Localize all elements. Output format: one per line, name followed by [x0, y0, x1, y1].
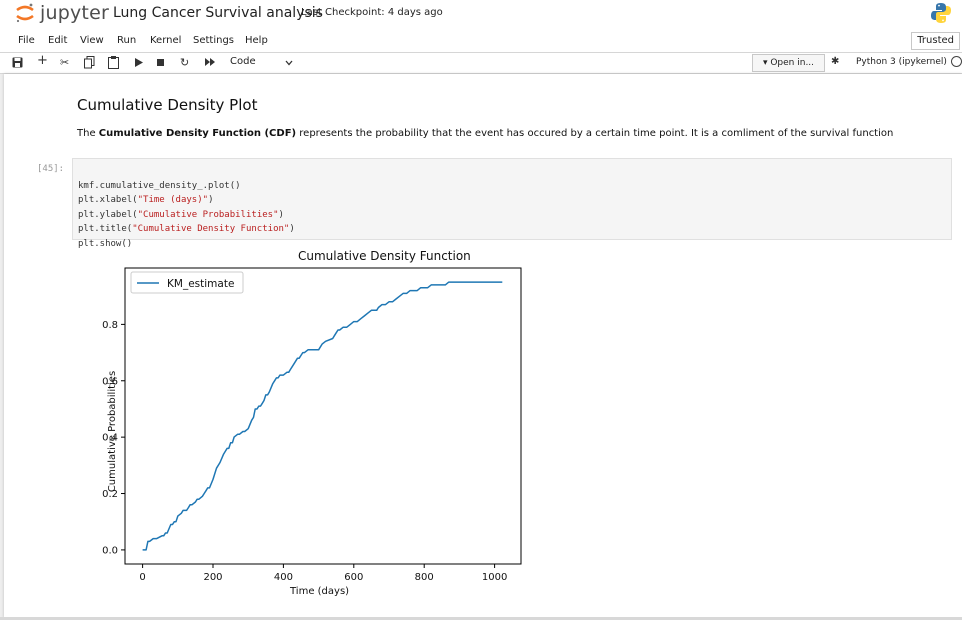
jupyter-logo-icon [16, 3, 34, 23]
debugger-bug-icon[interactable]: ✱ [831, 56, 840, 67]
top-bar: jupyter Lung Cancer Survival analysis La… [0, 0, 962, 30]
x-tick-label: 0 [139, 572, 145, 583]
cut-icon[interactable]: ✂ [60, 56, 70, 69]
menu-kernel[interactable]: Kernel [150, 35, 182, 46]
x-tick-label: 800 [415, 572, 434, 583]
notebook-panel: Cumulative Density Plot The Cumulative D… [4, 74, 962, 618]
code-line: plt.title("Cumulative Density Function") [78, 224, 295, 235]
para-prefix: The [77, 128, 99, 139]
cell-type-select[interactable]: Code [230, 56, 256, 67]
x-tick-label: 400 [274, 572, 293, 583]
notebook-toolbar: + ✂ ↻ Code ▾ Open in... ✱ Python 3 (ipyk… [0, 53, 962, 74]
run-icon[interactable] [135, 58, 143, 67]
markdown-heading: Cumulative Density Plot [77, 96, 258, 114]
code-line: kmf.cumulative_density_.plot() [78, 180, 241, 191]
menu-view[interactable]: View [80, 35, 104, 46]
cell-prompt: [45]: [37, 164, 65, 174]
y-axis-label: Cumulative Probabilities [107, 370, 119, 493]
x-tick-label: 1000 [482, 572, 507, 583]
chart-title: Cumulative Density Function [298, 249, 471, 263]
trusted-indicator[interactable]: Trusted [911, 32, 960, 50]
menu-edit[interactable]: Edit [48, 35, 68, 46]
open-in-button[interactable]: ▾ Open in... [752, 54, 825, 72]
series-line-km-estimate [142, 281, 503, 551]
code-line: plt.xlabel("Time (days)") [78, 195, 214, 206]
stop-icon[interactable] [157, 59, 164, 66]
logo-text: jupyter [40, 2, 109, 24]
cdf-chart: 0 200 400 600 800 1000 0.0 0.2 0.4 0.6 0.8 KM_estim… [102, 267, 522, 583]
checkpoint-status: Last Checkpoint: 4 days ago [301, 7, 443, 18]
open-in-label: Open in... [770, 58, 815, 68]
python-logo-icon [931, 3, 951, 23]
chevron-down-icon[interactable] [285, 60, 293, 66]
menu-file[interactable]: File [18, 35, 35, 46]
fast-forward-icon[interactable] [205, 58, 216, 66]
menu-settings[interactable]: Settings [193, 35, 235, 46]
paste-icon[interactable] [108, 56, 119, 69]
menu-bar: File Edit View Run Kernel Settings Help … [0, 30, 962, 53]
y-tick-label: 0.8 [102, 320, 118, 331]
y-tick-label: 0.4 [102, 433, 118, 444]
x-axis-label: Time (days) [290, 586, 350, 597]
y-tick-label: 0.0 [102, 545, 118, 556]
copy-icon[interactable] [84, 56, 95, 69]
x-tick-label: 600 [344, 572, 363, 583]
x-tick-label: 200 [203, 572, 222, 583]
para-bold: Cumulative Density Function (CDF) [98, 128, 297, 139]
code-cell-editor[interactable]: kmf.cumulative_density_.plot() plt.xlabel… [72, 158, 952, 249]
menu-run[interactable]: Run [117, 35, 137, 46]
notebook-title[interactable]: Lung Cancer Survival analysis [113, 5, 323, 21]
open-in-arrow-icon: ▾ [762, 58, 771, 68]
menu-help[interactable]: Help [245, 35, 268, 46]
y-tick-label: 0.2 [102, 489, 118, 500]
kernel-name[interactable]: Python 3 (ipykernel) [856, 57, 947, 67]
kernel-status-icon [951, 56, 962, 67]
status-strip [0, 617, 962, 620]
code-line: plt.ylabel("Cumulative Probabilities") [78, 209, 284, 220]
legend-box [130, 271, 244, 294]
save-icon[interactable] [12, 57, 23, 68]
code-line: plt.show() [78, 238, 133, 249]
plot-frame [124, 267, 522, 565]
para-text: represents the probability that the even… [296, 128, 894, 139]
jupyter-logo[interactable]: jupyter [14, 1, 109, 25]
code-text: kmf.cumulative_density_.plot() plt.xlabel… [78, 164, 295, 281]
y-tick-label: 0.6 [102, 376, 118, 387]
legend-label: KM_estimate [167, 278, 234, 290]
cell-output: Cumulative Density Function 0 200 400 600 80… [78, 244, 524, 604]
markdown-paragraph: The Cumulative Density Function (CDF) re… [77, 128, 893, 139]
add-cell-icon[interactable]: + [37, 53, 48, 68]
restart-icon[interactable]: ↻ [180, 56, 190, 69]
